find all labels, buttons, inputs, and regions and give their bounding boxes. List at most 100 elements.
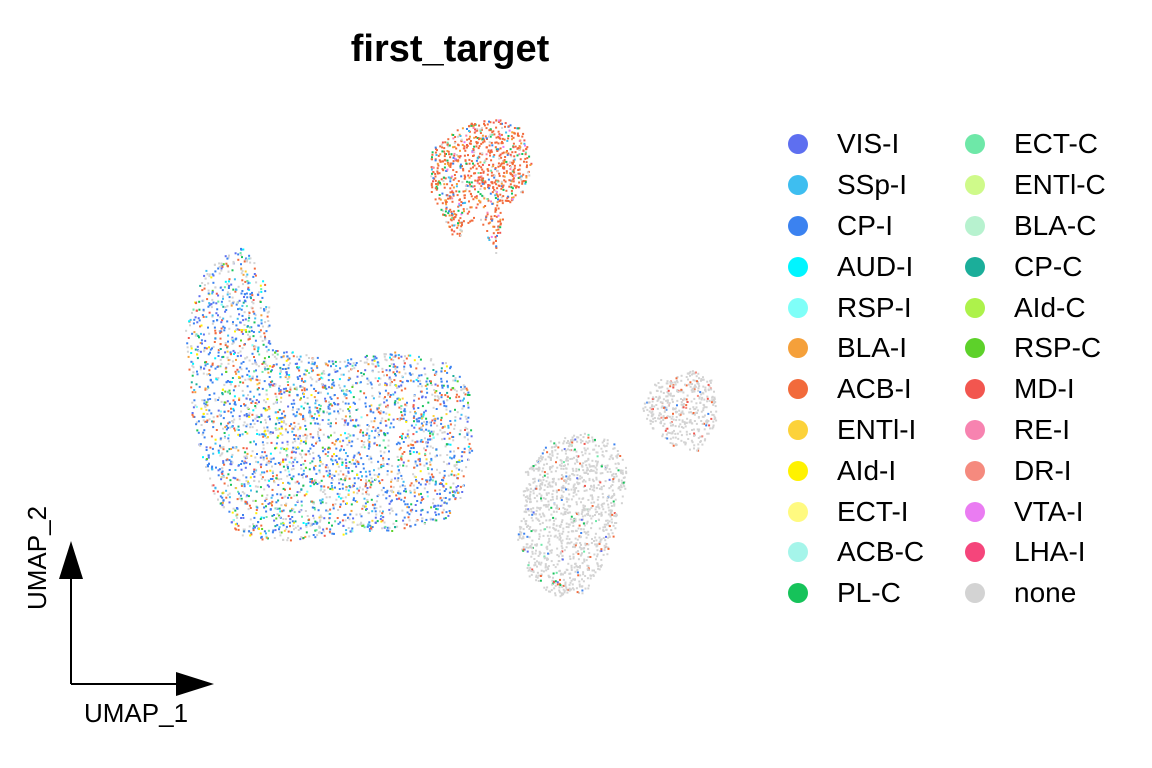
scatter-point (437, 154, 440, 157)
scatter-point (492, 155, 495, 158)
scatter-point (473, 172, 475, 175)
scatter-point (265, 505, 267, 508)
scatter-point (309, 480, 312, 483)
scatter-point (541, 458, 544, 461)
scatter-point (526, 543, 529, 546)
scatter-point (434, 146, 437, 149)
scatter-point (248, 375, 251, 378)
scatter-point (334, 520, 337, 523)
scatter-point (463, 436, 466, 439)
scatter-point (315, 440, 318, 443)
scatter-point (204, 406, 207, 409)
scatter-point (404, 487, 407, 490)
scatter-point (463, 154, 466, 157)
scatter-point (261, 339, 264, 342)
scatter-point (405, 404, 408, 407)
scatter-point (385, 369, 388, 372)
scatter-point (490, 159, 493, 162)
scatter-point (457, 460, 460, 463)
scatter-point (222, 355, 225, 358)
scatter-point (545, 569, 548, 572)
scatter-point (280, 425, 283, 428)
scatter-point (278, 408, 281, 411)
scatter-point (382, 516, 385, 519)
scatter-point (263, 366, 266, 369)
scatter-point (475, 197, 478, 200)
scatter-point (429, 382, 432, 385)
scatter-point (463, 391, 465, 394)
scatter-point (431, 156, 433, 159)
scatter-point (591, 478, 594, 481)
scatter-point (237, 528, 240, 531)
scatter-point (443, 147, 446, 150)
scatter-point (214, 337, 217, 340)
scatter-point (500, 187, 503, 190)
scatter-point (508, 179, 511, 182)
scatter-point (231, 269, 234, 272)
scatter-point (282, 522, 285, 525)
scatter-point (327, 466, 330, 469)
scatter-point (234, 523, 237, 526)
scatter-point (426, 445, 429, 448)
scatter-point (445, 405, 448, 408)
scatter-point (203, 350, 206, 353)
scatter-point (434, 173, 437, 175)
scatter-point (237, 376, 240, 379)
scatter-point (430, 384, 433, 386)
scatter-point (459, 429, 462, 432)
scatter-point (521, 548, 524, 551)
scatter-point (275, 446, 278, 449)
scatter-point (238, 492, 240, 495)
scatter-point (605, 535, 607, 538)
scatter-point (613, 447, 616, 450)
scatter-point (493, 174, 496, 177)
scatter-point (584, 587, 587, 590)
scatter-point (345, 488, 348, 491)
scatter-point (581, 592, 584, 595)
scatter-point (441, 384, 444, 387)
scatter-point (541, 452, 544, 455)
scatter-point (578, 518, 581, 521)
scatter-point (305, 531, 308, 534)
scatter-point (222, 460, 225, 463)
scatter-point (378, 404, 381, 407)
scatter-point (269, 457, 272, 460)
scatter-point (591, 438, 594, 441)
scatter-point (218, 265, 221, 268)
scatter-point (461, 388, 464, 391)
scatter-point (256, 375, 259, 378)
scatter-point (348, 441, 351, 444)
scatter-point (445, 207, 448, 210)
scatter-point (572, 449, 575, 452)
scatter-point (299, 398, 302, 401)
scatter-point (512, 160, 515, 163)
scatter-point (497, 195, 499, 198)
scatter-point (455, 159, 458, 162)
scatter-point (274, 529, 277, 532)
scatter-point (619, 470, 622, 473)
scatter-point (263, 530, 266, 533)
scatter-point (380, 466, 383, 469)
scatter-point (461, 202, 464, 205)
scatter-point (535, 509, 538, 512)
scatter-point (454, 224, 457, 227)
scatter-point (443, 425, 446, 428)
scatter-point (435, 148, 437, 151)
scatter-point (256, 388, 259, 391)
scatter-point (360, 521, 363, 524)
scatter-point (437, 396, 440, 398)
scatter-point (386, 404, 389, 407)
scatter-point (599, 550, 602, 553)
scatter-point (216, 490, 219, 493)
scatter-point (265, 436, 268, 439)
scatter-point (287, 481, 290, 484)
scatter-point (324, 397, 327, 400)
scatter-point (419, 428, 422, 431)
scatter-point (300, 536, 303, 539)
scatter-point (575, 503, 578, 506)
scatter-point (356, 474, 359, 476)
scatter-point (326, 510, 329, 513)
scatter-point (245, 447, 248, 450)
scatter-point (489, 135, 492, 138)
scatter-point (200, 332, 202, 335)
